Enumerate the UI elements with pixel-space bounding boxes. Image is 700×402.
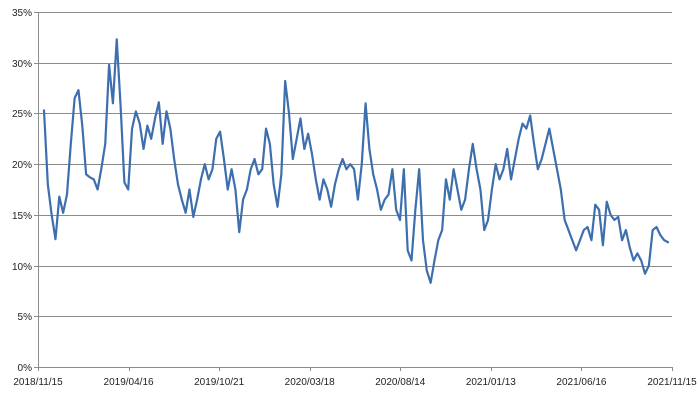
y-tick-label: 20% bbox=[12, 160, 32, 171]
axes bbox=[38, 12, 672, 368]
y-tick-label: 5% bbox=[18, 312, 33, 323]
x-tick-label: 2020/08/14 bbox=[375, 377, 425, 388]
series-layer bbox=[42, 38, 670, 284]
x-tick-label: 2020/03/18 bbox=[285, 377, 335, 388]
gridlines bbox=[38, 12, 672, 317]
y-tick-label: 0% bbox=[18, 363, 33, 374]
x-tick-label: 2019/10/21 bbox=[194, 377, 244, 388]
y-tick-label: 15% bbox=[12, 211, 32, 222]
x-tick-label: 2021/01/13 bbox=[466, 377, 516, 388]
x-tick-label: 2021/06/16 bbox=[556, 377, 606, 388]
y-axis-tick-labels: 0% 5% 10% 15% 20% 25% 30% 35% bbox=[12, 8, 38, 374]
x-tick-label: 2021/11/15 bbox=[647, 377, 697, 388]
x-tick-label: 2018/11/15 bbox=[13, 377, 63, 388]
x-axis-tick-labels: 2018/11/15 2019/04/16 2019/10/21 2020/03/18… bbox=[13, 367, 697, 388]
y-tick-label: 25% bbox=[12, 109, 32, 120]
y-tick-label: 35% bbox=[12, 8, 32, 19]
y-tick-label: 30% bbox=[12, 59, 32, 70]
x-tick-label: 2019/04/16 bbox=[104, 377, 154, 388]
y-tick-label: 10% bbox=[12, 262, 32, 273]
series-line bbox=[42, 38, 670, 284]
